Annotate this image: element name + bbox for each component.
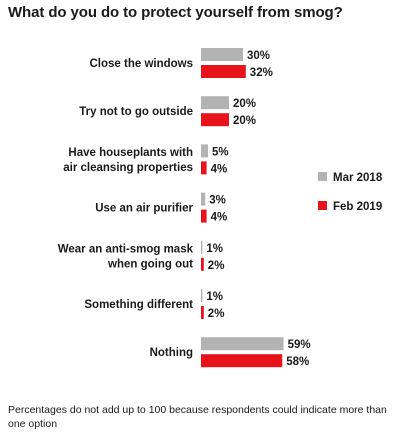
bar-feb-2019 [201, 257, 204, 271]
data-label: 4% [211, 163, 228, 175]
category-label-line: Have houseplants with [68, 147, 193, 159]
legend-label: Mar 2018 [333, 172, 383, 184]
bar-mar-2018 [201, 337, 284, 351]
bar-feb-2019 [201, 113, 229, 127]
category-label-line: air cleansing properties [63, 162, 193, 174]
category-label-line: Close the windows [89, 58, 193, 70]
data-label: 1% [206, 291, 223, 303]
category-label: Use an air purifier [95, 203, 193, 215]
bar-feb-2019 [201, 306, 204, 319]
data-label: 5% [212, 146, 229, 158]
category-label-line: Use an air purifier [95, 203, 193, 215]
plot-area: Close the windows 30% 32% Try not to go out… [58, 48, 311, 368]
data-label: 32% [250, 67, 273, 79]
data-label: 59% [288, 339, 311, 351]
bar-feb-2019 [201, 354, 283, 368]
category-label: Something different [84, 299, 193, 311]
data-label: 30% [247, 50, 270, 62]
category-label: Wear an anti-smog mask when going out [58, 243, 194, 270]
data-label: 2% [208, 260, 225, 272]
category-label-line: Try not to go outside [79, 106, 193, 118]
category-label-line: Wear an anti-smog mask [58, 243, 194, 255]
legend-label: Feb 2019 [333, 201, 382, 213]
data-label: 20% [233, 98, 256, 110]
bar-mar-2018 [201, 192, 206, 206]
category-label-line: Nothing [150, 347, 193, 359]
legend: Mar 2018 Feb 2019 [318, 172, 383, 213]
legend-swatch [318, 172, 327, 181]
category-label: Nothing [150, 347, 193, 359]
data-label: 1% [206, 243, 223, 255]
data-label: 2% [208, 308, 225, 320]
data-label: 20% [233, 115, 256, 127]
bar-mar-2018 [201, 144, 208, 158]
legend-swatch [318, 201, 327, 210]
category-label: Close the windows [89, 58, 193, 70]
bar-mar-2018 [201, 96, 229, 110]
bar-mar-2018 [201, 289, 203, 302]
data-label: 58% [286, 356, 309, 368]
data-label: 3% [209, 195, 226, 207]
category-label: Have houseplants with air cleansing prope… [63, 147, 193, 174]
category-label: Try not to go outside [79, 106, 193, 118]
bar-feb-2019 [201, 161, 207, 175]
chart-title: What do you do to protect yourself from … [8, 4, 343, 21]
footnote: Percentages do not add up to 100 because… [8, 404, 387, 430]
bar-mar-2018 [201, 48, 243, 61]
bar-chart: Close the windows 30% 32% Try not to go out… [58, 48, 383, 368]
data-label: 4% [211, 212, 228, 224]
bar-feb-2019 [201, 65, 246, 78]
category-label-line: Something different [84, 299, 193, 311]
bar-mar-2018 [201, 240, 203, 254]
category-label-line: when going out [107, 258, 193, 270]
bar-feb-2019 [201, 209, 207, 223]
